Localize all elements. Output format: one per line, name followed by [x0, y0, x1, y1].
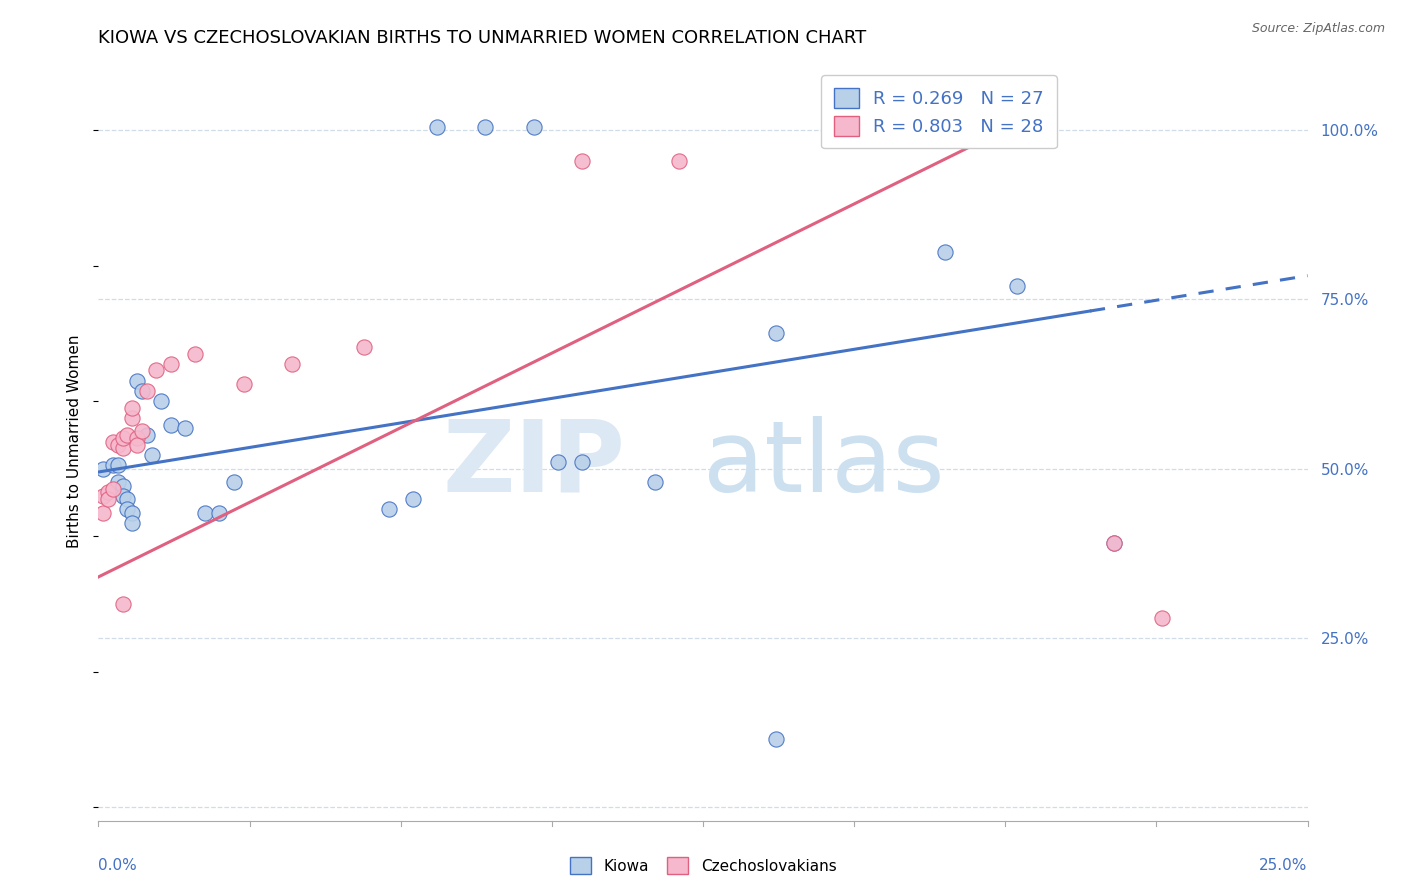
Point [474, 120, 496, 134]
Point [353, 340, 375, 354]
Point [111, 431, 134, 445]
Point [145, 363, 167, 377]
Point [571, 153, 593, 168]
Point [117, 502, 139, 516]
Point [121, 410, 143, 425]
Point [111, 478, 134, 492]
Point [107, 475, 129, 490]
Point [208, 506, 231, 520]
Point [377, 502, 399, 516]
Text: KIOWA VS CZECHOSLOVAKIAN BIRTHS TO UNMARRIED WOMEN CORRELATION CHART: KIOWA VS CZECHOSLOVAKIAN BIRTHS TO UNMAR… [98, 29, 866, 47]
Point [117, 427, 139, 442]
Point [127, 438, 149, 452]
Point [101, 434, 124, 449]
Point [141, 448, 163, 462]
Point [1102, 536, 1125, 550]
Text: Source: ZipAtlas.com: Source: ZipAtlas.com [1251, 22, 1385, 36]
Point [135, 427, 157, 442]
Point [121, 516, 143, 530]
Point [765, 326, 787, 341]
Point [150, 393, 173, 408]
Point [1102, 536, 1125, 550]
Point [160, 357, 183, 371]
Point [111, 489, 134, 503]
Text: atlas: atlas [703, 416, 945, 513]
Point [837, 120, 859, 134]
Point [1007, 278, 1029, 293]
Point [232, 376, 254, 391]
Text: 25.0%: 25.0% [1260, 858, 1308, 873]
Point [101, 458, 124, 473]
Point [97, 492, 120, 507]
Point [107, 458, 129, 473]
Point [121, 506, 143, 520]
Point [131, 425, 153, 439]
Point [668, 153, 690, 168]
Point [174, 421, 197, 435]
Point [121, 401, 143, 415]
Point [1152, 610, 1174, 624]
Point [523, 120, 546, 134]
Point [160, 417, 183, 432]
Point [97, 485, 120, 500]
Point [127, 431, 149, 445]
Point [135, 384, 157, 398]
Point [426, 120, 449, 134]
Point [91, 489, 114, 503]
Point [281, 357, 304, 371]
Point [107, 438, 129, 452]
Point [1007, 120, 1029, 134]
Point [131, 384, 153, 398]
Point [117, 492, 139, 507]
Point [571, 455, 593, 469]
Point [402, 492, 425, 507]
Point [644, 475, 666, 490]
Point [934, 244, 956, 259]
Y-axis label: Births to Unmarried Women: Births to Unmarried Women [67, 334, 83, 549]
Text: 0.0%: 0.0% [98, 858, 138, 873]
Point [91, 506, 114, 520]
Legend: R = 0.269   N = 27, R = 0.803   N = 28: R = 0.269 N = 27, R = 0.803 N = 28 [821, 75, 1057, 148]
Point [194, 506, 217, 520]
Point [547, 455, 569, 469]
Point [222, 475, 245, 490]
Point [184, 346, 207, 360]
Point [127, 374, 149, 388]
Legend: Kiowa, Czechoslovakians: Kiowa, Czechoslovakians [564, 851, 842, 880]
Text: ZIP: ZIP [443, 416, 626, 513]
Point [111, 597, 134, 611]
Point [101, 482, 124, 496]
Point [91, 461, 114, 475]
Point [111, 442, 134, 456]
Point [765, 732, 787, 747]
